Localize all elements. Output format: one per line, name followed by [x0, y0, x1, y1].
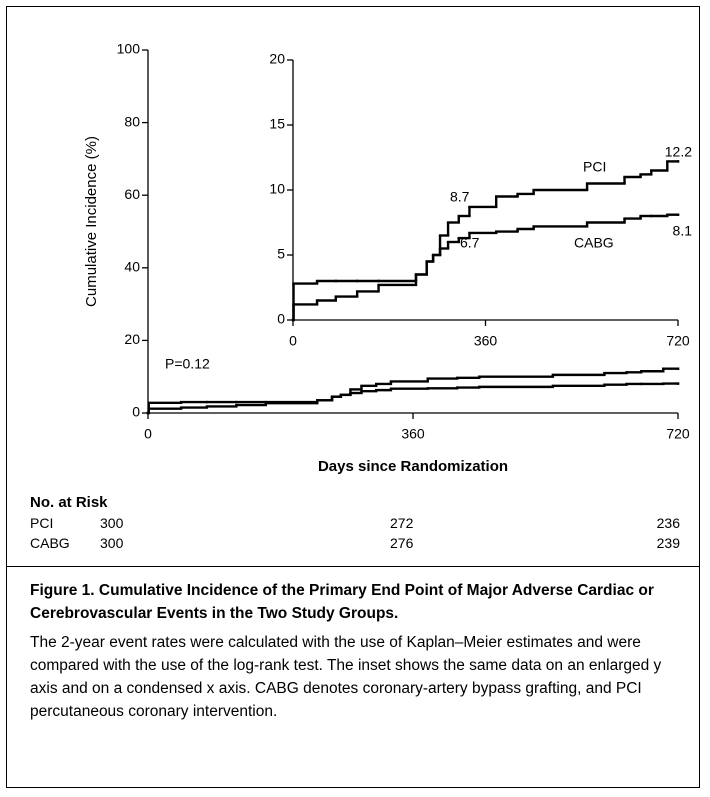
- risk-count: 300: [100, 535, 124, 551]
- y-tick-label: 60: [124, 186, 140, 202]
- x-tick-label: 360: [401, 426, 425, 442]
- y-tick-label: 100: [117, 41, 141, 57]
- caption-body: The 2-year event rates were calculated w…: [30, 634, 662, 720]
- y-tick-label: 0: [277, 311, 285, 327]
- risk-row: PCI 300 272 236: [30, 515, 690, 535]
- y-tick-label: 20: [124, 331, 140, 347]
- y-tick-label: 10: [269, 181, 285, 197]
- annotation: P=0.12: [165, 356, 210, 372]
- y-axis-label: Cumulative Incidence (%): [83, 136, 100, 307]
- caption-title: Figure 1. Cumulative Incidence of the Pr…: [30, 582, 654, 622]
- annotation: 6.7: [460, 235, 480, 251]
- x-tick-label: 0: [289, 333, 297, 349]
- series-line: [291, 213, 680, 322]
- risk-row: CABG 300 276 239: [30, 535, 690, 555]
- risk-count: 236: [656, 515, 680, 531]
- x-axis-label: Days since Randomization: [318, 458, 508, 475]
- caption: Figure 1. Cumulative Incidence of the Pr…: [6, 566, 700, 788]
- risk-title: No. at Risk: [30, 494, 108, 511]
- y-tick-label: 5: [277, 246, 285, 262]
- x-tick-label: 720: [666, 426, 690, 442]
- y-tick-label: 20: [269, 51, 285, 67]
- y-tick-label: 0: [132, 404, 140, 420]
- annotation: CABG: [574, 235, 614, 251]
- risk-count: 272: [390, 515, 414, 531]
- risk-count: 300: [100, 515, 124, 531]
- figure-frame: [6, 6, 700, 788]
- x-tick-label: 360: [474, 333, 498, 349]
- x-tick-label: 720: [666, 333, 690, 349]
- series-line: [146, 367, 680, 415]
- series-line: [146, 382, 680, 415]
- risk-count: 239: [656, 535, 680, 551]
- y-tick-label: 40: [124, 259, 140, 275]
- annotation: 8.1: [673, 223, 693, 239]
- risk-table: No. at Risk PCI 300 272 236 CABG 300 276 239: [30, 494, 690, 555]
- risk-label: CABG: [30, 535, 70, 551]
- x-tick-label: 0: [144, 426, 152, 442]
- annotation: 12.2: [665, 144, 692, 160]
- annotation: PCI: [583, 159, 606, 175]
- y-tick-label: 15: [269, 116, 285, 132]
- risk-label: PCI: [30, 515, 54, 531]
- y-tick-label: 80: [124, 113, 140, 129]
- risk-count: 276: [390, 535, 414, 551]
- annotation: 8.7: [450, 189, 470, 205]
